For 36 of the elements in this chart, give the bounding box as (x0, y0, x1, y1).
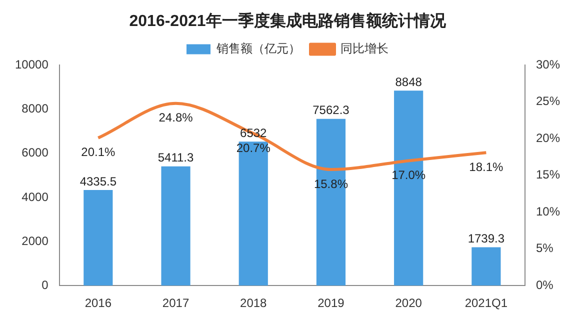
legend-label: 销售额（亿元） (216, 42, 300, 56)
data-label: 5411.3 (158, 150, 194, 165)
data-label: 8848 (395, 74, 422, 89)
y2-tick-label: 0% (536, 278, 554, 292)
y2-tick-label: 15% (536, 168, 560, 182)
bar (238, 142, 268, 286)
y2-tick-label: 10% (536, 204, 560, 218)
bar (161, 166, 190, 286)
y-tick-label: 2000 (22, 234, 49, 248)
x-tick-label: 2017 (162, 296, 190, 310)
bar (394, 90, 424, 286)
x-tick-label: 2019 (318, 296, 345, 310)
data-label: 18.1% (469, 160, 504, 174)
y-tick-label: 8000 (22, 102, 49, 116)
chart-title: 2016-2021年一季度集成电路销售额统计情况 (129, 11, 447, 30)
bar (84, 190, 113, 286)
data-label: 7562.3 (312, 103, 350, 118)
legend-label: 同比增长 (340, 42, 388, 56)
x-tick-label: 2020 (395, 296, 422, 310)
x-tick-label: 2021Q1 (464, 296, 508, 310)
data-label: 1739.3 (468, 232, 505, 246)
y-tick-label: 0 (42, 278, 49, 292)
bar (472, 247, 501, 286)
y2-tick-label: 30% (536, 58, 560, 72)
y-tick-label: 4000 (22, 190, 49, 204)
y2-tick-label: 20% (536, 130, 560, 145)
x-tick-label: 2016 (84, 296, 112, 310)
y2-tick-label: 5% (536, 241, 554, 256)
bar (316, 118, 346, 286)
y2-tick-label: 25% (536, 94, 560, 108)
y-tick-label: 10000 (14, 58, 49, 72)
data-label: 20.1% (81, 145, 116, 160)
data-label: 24.8% (158, 110, 194, 125)
data-label: 4335.5 (80, 174, 117, 188)
x-tick-label: 2018 (240, 296, 268, 310)
y-tick-label: 6000 (22, 146, 49, 160)
